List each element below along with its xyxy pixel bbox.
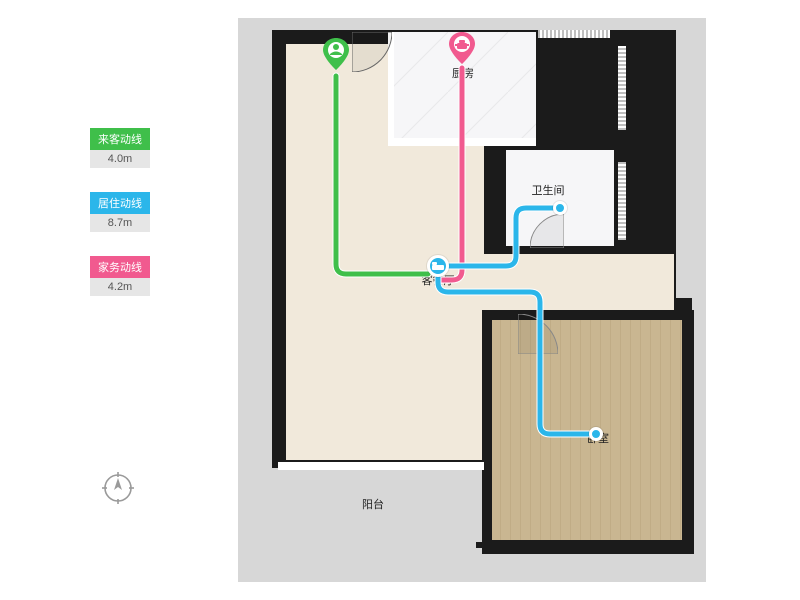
legend-item-guest: 来客动线 4.0m <box>90 128 150 168</box>
person-pin-icon <box>323 38 349 70</box>
compass-icon <box>100 470 136 506</box>
wall-exterior <box>482 540 692 554</box>
legend-label: 家务动线 <box>90 256 150 278</box>
room-label-balcony: 阳台 <box>362 496 384 512</box>
door-icon <box>352 32 392 72</box>
window-icon <box>538 30 610 38</box>
legend-value: 8.7m <box>90 214 150 232</box>
legend-label: 来客动线 <box>90 128 150 150</box>
room-label-kitchen: 厨房 <box>452 65 474 81</box>
window-icon <box>618 46 626 130</box>
legend-label: 居住动线 <box>90 192 150 214</box>
legend: 来客动线 4.0m 居住动线 8.7m 家务动线 4.2m <box>90 128 150 320</box>
legend-item-living: 居住动线 8.7m <box>90 192 150 232</box>
pot-pin-icon <box>449 32 475 64</box>
door-icon <box>530 214 564 248</box>
wall-exterior <box>682 310 694 554</box>
path-end-node <box>589 427 603 441</box>
legend-item-house: 家务动线 4.2m <box>90 256 150 296</box>
legend-value: 4.0m <box>90 150 150 168</box>
wall-exterior <box>614 146 676 158</box>
window-icon <box>618 162 626 240</box>
wall-interior <box>388 138 536 146</box>
wall-interior <box>482 310 692 320</box>
wall-interior <box>500 146 506 250</box>
legend-value: 4.2m <box>90 278 150 296</box>
wall-interior <box>278 462 484 470</box>
floor-plan: 厨房 卫生间 客餐厅 阳台 卧室 <box>238 18 706 582</box>
room-label-bathroom: 卫生间 <box>532 182 565 198</box>
bed-node-icon <box>427 255 449 277</box>
door-icon <box>518 314 558 354</box>
hall-floor <box>484 254 674 314</box>
path-end-node <box>553 201 567 215</box>
wall-interior <box>482 310 492 546</box>
